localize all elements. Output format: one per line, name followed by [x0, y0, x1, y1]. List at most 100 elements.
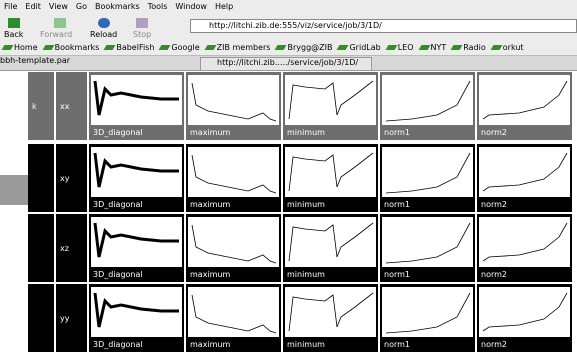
plot-thumbnail[interactable]: [285, 217, 376, 267]
plot-thumbnail[interactable]: [285, 147, 376, 197]
plot-caption: norm1: [380, 338, 475, 351]
menu-item[interactable]: Edit: [21, 0, 45, 11]
menu-item[interactable]: View: [45, 0, 72, 11]
plot-image: [91, 217, 182, 267]
bookmark[interactable]: GridLab: [335, 42, 383, 52]
plot-image: [382, 287, 473, 337]
plot-curve: [289, 81, 373, 119]
menu-item[interactable]: Help: [211, 0, 237, 11]
bookmark[interactable]: LEO: [384, 42, 417, 52]
plot-thumbnail[interactable]: [285, 75, 376, 125]
bookmark[interactable]: Radio: [449, 42, 488, 52]
row-label: yy: [60, 314, 69, 323]
plot-cell[interactable]: norm1: [380, 214, 475, 282]
bookmark[interactable]: ZIB members: [203, 42, 274, 52]
plot-caption: norm2: [477, 338, 572, 351]
plot-cell[interactable]: norm2: [477, 284, 572, 352]
plot-thumbnail[interactable]: [188, 217, 279, 267]
plot-thumbnail[interactable]: [382, 287, 473, 337]
plot-cell[interactable]: 3D_diagonal: [89, 214, 184, 282]
plot-curve: [483, 81, 567, 119]
forward-button[interactable]: Forward: [40, 30, 72, 39]
menu-item[interactable]: File: [0, 0, 21, 11]
plot-image: [382, 147, 473, 197]
plot-cell[interactable]: norm1: [380, 144, 475, 212]
plot-cell[interactable]: 3D_diagonal: [89, 72, 184, 140]
plot-caption: norm1: [380, 198, 475, 211]
plot-thumbnail[interactable]: [285, 287, 376, 337]
tab-bar: bbh-template.par http://litchi.zib...../s…: [0, 56, 577, 71]
plot-curve: [483, 223, 567, 261]
plot-caption: norm2: [477, 268, 572, 281]
plot-thumbnail[interactable]: [91, 287, 182, 337]
plot-curve: [483, 153, 567, 191]
plot-curve: [192, 83, 276, 121]
bookmark[interactable]: orkut: [489, 42, 527, 52]
menu-item[interactable]: Tools: [144, 0, 172, 11]
label-cell: yy: [56, 284, 87, 352]
plot-curve: [192, 295, 276, 333]
menu-item[interactable]: Go: [72, 0, 91, 11]
reload-button[interactable]: Reload: [90, 30, 117, 39]
bookmark[interactable]: Bookmarks: [41, 42, 103, 52]
plot-image: [382, 217, 473, 267]
plot-cell[interactable]: maximum: [186, 284, 281, 352]
plot-curve: [386, 81, 470, 121]
plot-image: [285, 217, 376, 267]
plot-caption: norm2: [477, 198, 572, 211]
plot-cell[interactable]: minimum: [283, 214, 378, 282]
plot-thumbnail[interactable]: [91, 147, 182, 197]
plot-cell[interactable]: maximum: [186, 144, 281, 212]
plot-cell[interactable]: minimum: [283, 144, 378, 212]
plot-cell[interactable]: minimum: [283, 72, 378, 140]
plot-thumbnail[interactable]: [382, 75, 473, 125]
plot-thumbnail[interactable]: [188, 287, 279, 337]
plot-image: [382, 75, 473, 125]
plot-cell[interactable]: norm2: [477, 72, 572, 140]
plot-thumbnail[interactable]: [188, 147, 279, 197]
plot-thumbnail[interactable]: [479, 287, 570, 337]
plot-thumbnail[interactable]: [479, 147, 570, 197]
plot-image: [188, 147, 279, 197]
plot-cell[interactable]: 3D_diagonal: [89, 284, 184, 352]
menu-item[interactable]: Bookmarks: [91, 0, 144, 11]
plot-image: [285, 287, 376, 337]
plot-thumbnail[interactable]: [479, 217, 570, 267]
menu-item[interactable]: Window: [171, 0, 211, 11]
plot-thumbnail[interactable]: [91, 217, 182, 267]
plot-thumbnail[interactable]: [188, 75, 279, 125]
plot-curve: [95, 81, 179, 115]
bookmark[interactable]: Brygg@ZIB: [273, 42, 335, 52]
plot-thumbnail[interactable]: [91, 75, 182, 125]
plot-image: [479, 287, 570, 337]
plot-cell[interactable]: norm1: [380, 72, 475, 140]
tab[interactable]: bbh-template.par: [0, 56, 170, 65]
back-icon: [8, 18, 20, 28]
stop-button[interactable]: Stop: [133, 30, 151, 39]
back-button[interactable]: Back: [4, 30, 23, 39]
plot-cell[interactable]: maximum: [186, 214, 281, 282]
bookmark[interactable]: Home: [0, 42, 41, 52]
plot-thumbnail[interactable]: [382, 217, 473, 267]
plot-cell[interactable]: minimum: [283, 284, 378, 352]
label-cell: xz: [56, 214, 87, 282]
row-label: xz: [60, 244, 69, 253]
plot-curve: [386, 293, 470, 333]
plot-cell[interactable]: norm1: [380, 284, 475, 352]
plot-caption: 3D_diagonal: [89, 126, 184, 139]
bookmark[interactable]: NYT: [417, 42, 450, 52]
url-field[interactable]: http://litchi.zib.de:555/viz/service/job…: [190, 19, 577, 33]
plot-cell[interactable]: maximum: [186, 72, 281, 140]
plot-caption: norm1: [380, 268, 475, 281]
plot-thumbnail[interactable]: [479, 75, 570, 125]
bookmark[interactable]: BabelFish: [102, 42, 157, 52]
row-label: xy: [60, 174, 69, 183]
label-cell: xy: [56, 144, 87, 212]
plot-cell[interactable]: norm2: [477, 214, 572, 282]
plot-thumbnail[interactable]: [382, 147, 473, 197]
tab[interactable]: http://litchi.zib...../service/job/3/1D/: [200, 57, 372, 70]
bookmark[interactable]: Google: [157, 42, 202, 52]
plot-cell[interactable]: norm2: [477, 144, 572, 212]
plot-cell[interactable]: 3D_diagonal: [89, 144, 184, 212]
